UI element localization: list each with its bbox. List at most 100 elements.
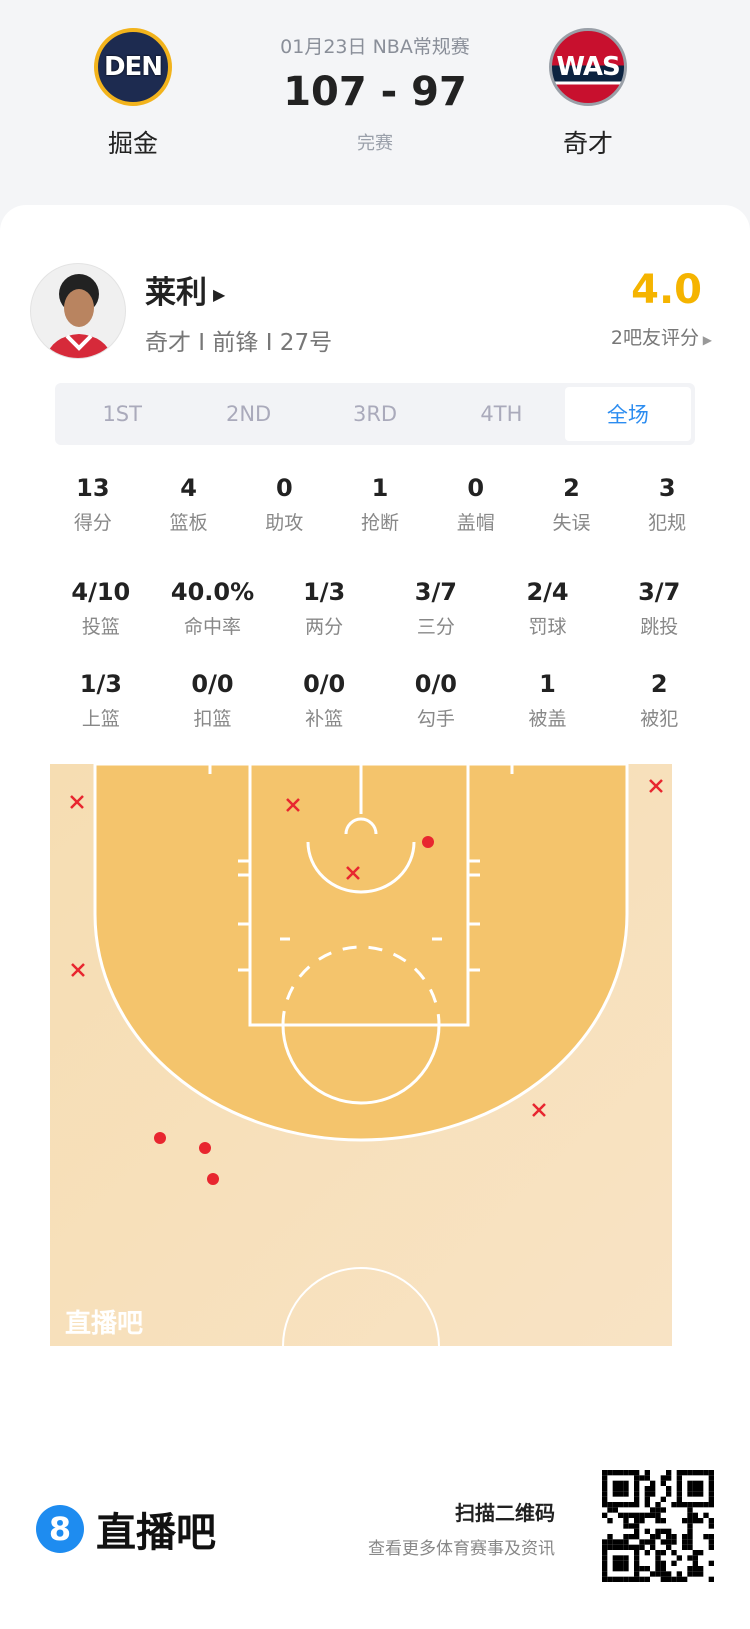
stat-value: 1 [371, 474, 389, 502]
stat-cell: 4/10 投篮 [45, 578, 157, 639]
stat-cell: 0 助攻 [236, 474, 332, 535]
missed-shot [286, 798, 300, 812]
stat-cell: 3/7 跳投 [603, 578, 715, 639]
stat-cell: 2 失误 [524, 474, 620, 535]
stat-label: 补篮 [305, 708, 344, 730]
brand-8-icon: 8 [36, 1505, 84, 1553]
stat-value: 0/0 [191, 670, 234, 698]
made-shot [154, 1132, 166, 1144]
stat-label: 篮板 [169, 512, 208, 534]
made-shot [199, 1142, 211, 1154]
three-point-area [93, 764, 629, 1142]
free-throw-circle-top [281, 945, 441, 1026]
tab-4th[interactable]: 4TH [480, 402, 523, 426]
stat-cell: 4 篮板 [141, 474, 237, 535]
home-team-name: 掘金 [107, 129, 158, 158]
stat-value: 0/0 [414, 670, 457, 698]
den-logo: DEN [94, 28, 172, 106]
stat-label: 失误 [552, 512, 591, 534]
stat-label: 三分 [416, 616, 455, 638]
player-card: 莱利 ▶ 奇才 I 前锋 I 27号 4.0 2吧友评分 ▶ 1ST 2ND 3R… [0, 205, 750, 1629]
player-name[interactable]: 莱利 ▶ [145, 267, 225, 312]
stat-value: 40.0% [170, 578, 255, 606]
stat-cell: 3/7 三分 [380, 578, 492, 639]
rating-link[interactable]: 2吧友评分 ▶ [611, 323, 712, 350]
away-team[interactable]: WAS 奇才 [513, 28, 663, 160]
game-status: 完赛 [357, 133, 393, 154]
center-circle [282, 1267, 440, 1346]
stat-cell: 2 被犯 [603, 670, 715, 731]
stat-value: 1/3 [303, 578, 346, 606]
stat-value: 2 [563, 474, 580, 502]
stat-label: 被犯 [640, 708, 679, 730]
stat-value: 1/3 [79, 670, 122, 698]
tab-1st[interactable]: 1ST [102, 402, 142, 426]
stat-cell: 1 抢断 [332, 474, 428, 535]
tab-full-game[interactable]: 全场 [564, 387, 692, 441]
tab-3rd[interactable]: 3RD [352, 402, 398, 426]
stat-cell: 0/0 勾手 [380, 670, 492, 731]
home-team[interactable]: DEN 掘金 [58, 28, 208, 160]
missed-shot [71, 963, 85, 977]
stat-label: 跳投 [640, 616, 679, 638]
stat-cell: 13 得分 [45, 474, 141, 535]
missed-shot [649, 779, 663, 793]
stat-cell: 1/3 上篮 [45, 670, 157, 731]
stat-value: 2 [650, 670, 668, 698]
stat-label: 被盖 [528, 708, 567, 730]
stat-label: 犯规 [648, 512, 687, 534]
made-shot [422, 836, 434, 848]
shot-chart: 直播吧 [50, 764, 672, 1346]
missed-shot [70, 795, 84, 809]
stat-value: 3/7 [414, 578, 457, 606]
game-score: 107 - 97 [283, 69, 467, 115]
stat-label: 勾手 [416, 708, 455, 730]
player-avatar[interactable] [30, 263, 126, 359]
stat-cell: 3 犯规 [619, 474, 715, 535]
stat-cell: 40.0% 命中率 [157, 578, 269, 639]
stat-label: 罚球 [528, 616, 567, 638]
brand-name: 直播吧 [96, 1510, 216, 1556]
paint [248, 764, 470, 1027]
qr-code [602, 1470, 714, 1582]
player-name-text: 莱利 [145, 275, 207, 311]
missed-shot [532, 1103, 546, 1117]
scan-title: 扫描二维码 [455, 1501, 555, 1525]
watermark: 直播吧 [65, 1309, 143, 1339]
stat-value: 13 [76, 474, 110, 502]
made-shot [207, 1173, 219, 1185]
stat-label: 助攻 [265, 512, 304, 534]
caret-right-icon: ▶ [213, 285, 226, 304]
stat-value: 1 [539, 670, 556, 698]
tab-2nd[interactable]: 2ND [225, 402, 272, 426]
stat-cell: 2/4 罚球 [492, 578, 604, 639]
brand-logo: 8 直播吧 [36, 1500, 216, 1558]
stat-label: 上篮 [81, 708, 120, 730]
stats-row: 4/10 投篮 40.0% 命中率 1/3 两分 3/7 三分 2/4 罚球 3/7 跳投 [45, 578, 715, 639]
restricted-area [306, 841, 416, 894]
free-throw-circle-bottom [281, 1024, 441, 1105]
scan-subtitle: 查看更多体育赛事及资讯 [368, 1539, 555, 1559]
missed-shot [346, 866, 360, 880]
player-info: 奇才 I 前锋 I 27号 [145, 330, 333, 356]
stat-value: 4 [180, 474, 197, 502]
stat-label: 扣篮 [193, 708, 232, 730]
stat-label: 投篮 [81, 616, 120, 638]
stat-value: 2/4 [526, 578, 569, 606]
stat-label: 得分 [73, 512, 112, 534]
was-logo: WAS [549, 28, 627, 106]
stat-value: 0/0 [303, 670, 346, 698]
game-header: DEN 掘金 01月23日 NBA常规赛 107 - 97 完赛 WAS 奇才 [0, 0, 750, 205]
stat-value: 3/7 [638, 578, 681, 606]
stat-value: 0 [467, 474, 485, 502]
away-team-name: 奇才 [562, 129, 613, 158]
stat-value: 0 [275, 474, 293, 502]
stat-label: 抢断 [361, 512, 400, 534]
game-date: 01月23日 NBA常规赛 [280, 36, 470, 58]
stat-label: 命中率 [184, 616, 242, 638]
player-rating: 4.0 [631, 267, 702, 313]
stat-value: 3 [658, 474, 676, 502]
stat-cell: 1 被盖 [492, 670, 604, 731]
stat-value: 4/10 [71, 578, 131, 606]
rating-label: 2吧友评分 [610, 327, 699, 349]
